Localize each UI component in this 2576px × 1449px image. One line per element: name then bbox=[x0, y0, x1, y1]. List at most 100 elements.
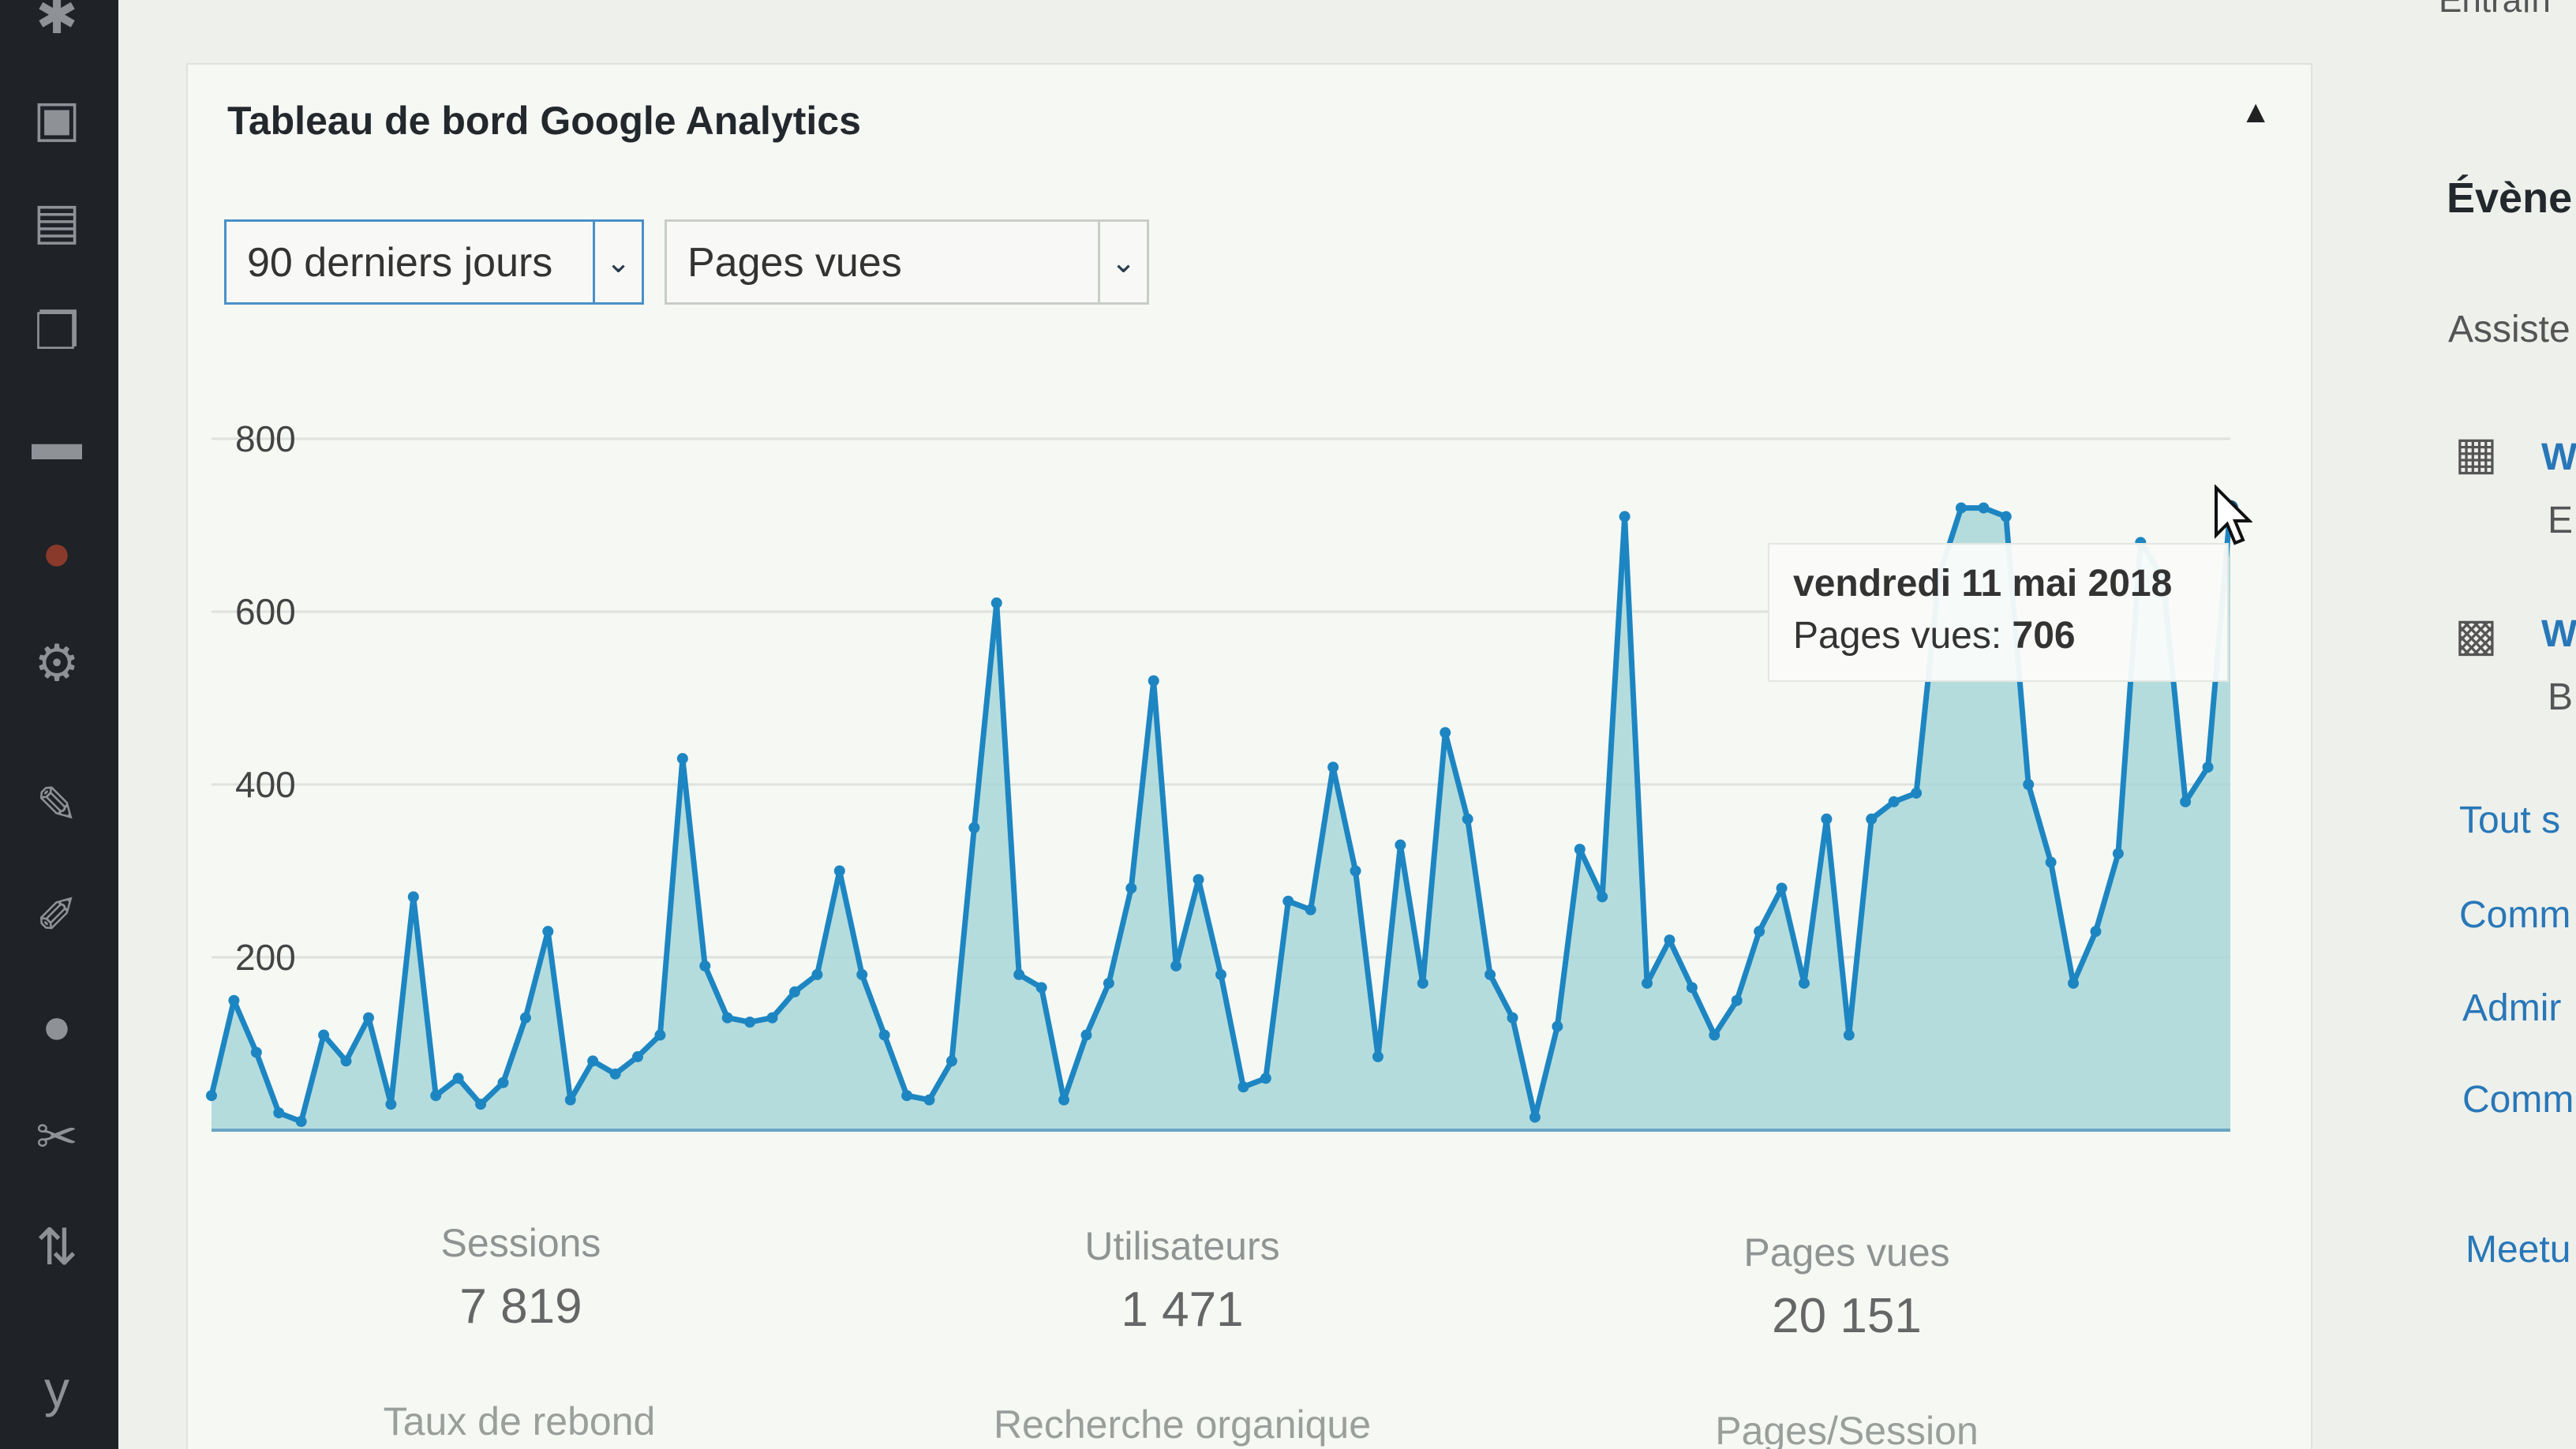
period-select[interactable]: 90 derniers jours ⌄ bbox=[224, 219, 644, 305]
chart-point bbox=[1327, 762, 1339, 773]
chart-point bbox=[1866, 813, 1878, 825]
tools-icon[interactable]: ✂ bbox=[36, 1107, 78, 1165]
chart-point bbox=[1485, 968, 1496, 980]
stat-label: Sessions bbox=[440, 1221, 601, 1265]
chart-point bbox=[475, 1099, 487, 1110]
chart-point bbox=[250, 1046, 262, 1058]
chart-point bbox=[833, 865, 845, 877]
chart-point bbox=[2045, 856, 2057, 868]
chart-point bbox=[1709, 1029, 1720, 1041]
users-icon[interactable]: ● bbox=[41, 998, 73, 1054]
stat-value: 7 819 bbox=[459, 1279, 582, 1334]
chart-point bbox=[2068, 977, 2080, 989]
comm-link-2[interactable]: Comm bbox=[2462, 1079, 2574, 1121]
chart-point bbox=[2023, 779, 2035, 790]
chart-point bbox=[1619, 511, 1631, 522]
chart-point bbox=[1350, 865, 1361, 877]
metric-select[interactable]: Pages vues ⌄ bbox=[665, 219, 1149, 305]
plugin-badge-icon[interactable]: ● bbox=[41, 524, 73, 581]
chart-point bbox=[1642, 977, 1653, 989]
right-panel: Entraîn Évène Assiste ▦ W E ▩ W B Tout s… bbox=[2352, 0, 2576, 1449]
chart-point bbox=[766, 1012, 778, 1024]
chart-point bbox=[519, 1012, 531, 1024]
admin-sidebar: ✱ ▣ ▤ ❐ ▬ ● ⚙ ✎ ✐ ● ✂ ⇅ y bbox=[0, 0, 118, 1449]
chart-point bbox=[362, 1012, 374, 1024]
appearance-icon[interactable]: ✎ bbox=[36, 776, 78, 833]
media-icon[interactable]: ▣ bbox=[32, 89, 81, 147]
widget-title: Tableau de bord Google Analytics bbox=[227, 99, 861, 143]
assist-text: Assiste bbox=[2448, 309, 2570, 350]
chart-point bbox=[654, 1029, 666, 1041]
chart-point bbox=[676, 753, 688, 765]
chart-point bbox=[811, 968, 823, 980]
y-tick-label: 800 bbox=[235, 418, 296, 459]
chart-point bbox=[1888, 796, 1900, 807]
chart-point bbox=[228, 994, 240, 1006]
settings-icon[interactable]: ⇅ bbox=[36, 1218, 78, 1275]
yoast-icon[interactable]: y bbox=[44, 1361, 69, 1417]
wordcamp-icon: ▩ bbox=[2454, 609, 2498, 661]
chevron-down-icon[interactable]: ⌄ bbox=[593, 222, 642, 302]
pageviews-chart[interactable]: 800 600 400 200 bbox=[186, 347, 2270, 1168]
chevron-down-icon[interactable]: ⌄ bbox=[1098, 222, 1147, 302]
comments-icon[interactable]: ▬ bbox=[32, 414, 82, 470]
chart-point bbox=[1148, 675, 1159, 687]
gear-icon[interactable]: ⚙ bbox=[34, 634, 80, 691]
chart-point bbox=[1754, 926, 1765, 938]
stat-sessions: Sessions 7 819 bbox=[300, 1220, 742, 1335]
chart-point bbox=[1552, 1020, 1563, 1032]
tout-link[interactable]: Tout s bbox=[2459, 799, 2561, 841]
pin-icon[interactable]: ✱ bbox=[36, 0, 78, 44]
plugins-icon[interactable]: ✐ bbox=[36, 886, 78, 944]
chart-point bbox=[609, 1068, 621, 1080]
chart-point bbox=[1664, 934, 1676, 946]
chart-point bbox=[1170, 960, 1182, 972]
stat-value: 20 151 bbox=[1772, 1289, 1922, 1343]
mouse-cursor-icon bbox=[2215, 485, 2252, 545]
chart-point bbox=[2000, 511, 2012, 522]
chart-point bbox=[1125, 882, 1137, 894]
chart-point bbox=[744, 1017, 756, 1028]
chart-point bbox=[1529, 1111, 1541, 1123]
chart-point bbox=[699, 960, 711, 972]
chart-point bbox=[923, 1094, 935, 1106]
chart-point bbox=[407, 891, 419, 903]
chart-point bbox=[1417, 977, 1428, 989]
chart-point bbox=[1305, 904, 1316, 915]
chart-point bbox=[721, 1012, 733, 1024]
chart-point bbox=[1395, 839, 1406, 851]
triangle-up-icon[interactable]: ▲ bbox=[2240, 95, 2271, 129]
pages-icon[interactable]: ❐ bbox=[34, 302, 80, 360]
y-tick-label: 200 bbox=[235, 937, 296, 978]
stat-pageviews: Pages vues 20 151 bbox=[1626, 1230, 2068, 1344]
chart-point bbox=[990, 597, 1002, 609]
media-library-icon[interactable]: ▤ bbox=[32, 192, 81, 249]
meetup-link[interactable]: Meetu bbox=[2466, 1229, 2571, 1271]
chart-point bbox=[1462, 813, 1473, 825]
chart-point bbox=[587, 1055, 599, 1067]
chart-points bbox=[206, 500, 2238, 1128]
chart-point bbox=[1215, 968, 1226, 980]
comm-link-1[interactable]: Comm bbox=[2459, 894, 2571, 936]
chart-point bbox=[1821, 813, 1833, 825]
chart-point bbox=[1574, 844, 1586, 856]
chart-point bbox=[632, 1050, 644, 1062]
chart-point bbox=[452, 1073, 464, 1084]
stat-bounce-label: Taux de rebond bbox=[383, 1399, 656, 1443]
chart-point bbox=[968, 822, 980, 833]
chart-point bbox=[542, 926, 554, 938]
stat-users: Utilisateurs 1 471 bbox=[961, 1223, 1403, 1338]
event-item-1-link[interactable]: W bbox=[2541, 436, 2576, 478]
chart-point bbox=[1843, 1029, 1855, 1041]
chart-point bbox=[206, 1090, 217, 1102]
tooltip-value-row: Pages vues: 706 bbox=[1793, 614, 2076, 657]
admin-link[interactable]: Admir bbox=[2462, 987, 2562, 1029]
chart-point bbox=[1911, 787, 1923, 799]
chart-point bbox=[1440, 727, 1451, 739]
chart-point bbox=[318, 1029, 330, 1041]
chart-point bbox=[2112, 848, 2124, 859]
right-top-text: Entraîn bbox=[2439, 0, 2551, 20]
event-item-2-link[interactable]: W bbox=[2541, 613, 2576, 655]
chart-point bbox=[2180, 796, 2192, 807]
tooltip-label: Pages vues: bbox=[1793, 615, 2002, 657]
